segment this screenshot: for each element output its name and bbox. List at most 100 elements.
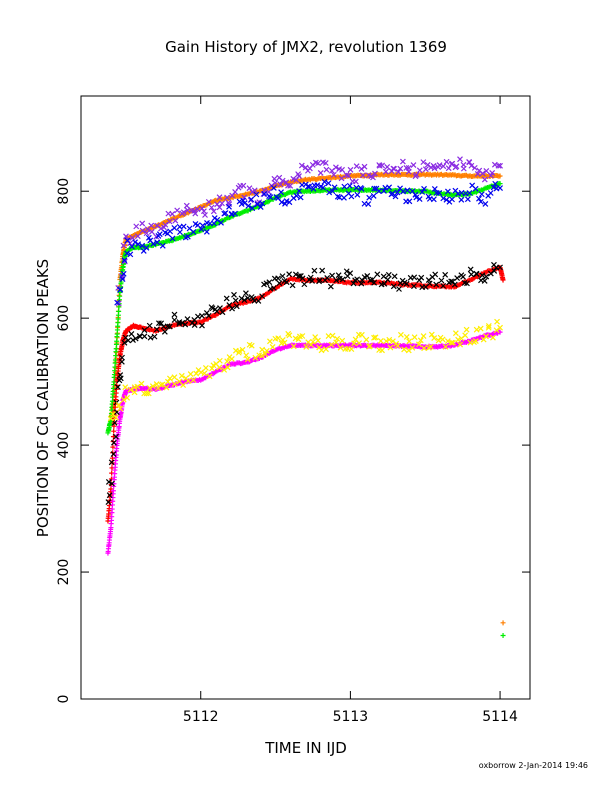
data-point <box>319 267 326 274</box>
data-point <box>270 285 277 291</box>
data-point <box>416 341 422 348</box>
data-point <box>371 185 378 192</box>
data-point <box>286 199 293 206</box>
data-point <box>275 335 282 342</box>
data-point <box>315 160 321 167</box>
data-point <box>411 334 418 341</box>
data-point <box>146 322 153 329</box>
data-point <box>210 208 217 215</box>
data-point <box>221 366 228 373</box>
series-5 <box>114 178 503 306</box>
data-point <box>285 182 291 189</box>
data-point <box>270 184 277 191</box>
data-point <box>296 173 302 180</box>
data-point <box>463 326 470 333</box>
data-point <box>119 274 126 280</box>
data-point <box>287 182 294 189</box>
data-point <box>177 229 183 236</box>
data-point <box>379 162 386 169</box>
data-point <box>440 163 447 170</box>
data-point <box>411 274 418 281</box>
data-point <box>216 204 223 211</box>
data-point <box>341 194 347 201</box>
data-point <box>202 365 209 371</box>
data-point <box>337 344 344 351</box>
data-point <box>107 415 114 422</box>
data-point <box>169 211 176 217</box>
data-point <box>382 168 389 175</box>
data-point <box>326 189 333 196</box>
data-point <box>182 321 189 328</box>
data-point <box>455 336 462 343</box>
data-point <box>202 212 208 218</box>
data-point <box>428 331 435 338</box>
data-point <box>243 352 250 359</box>
data-point <box>333 339 340 346</box>
data-point <box>154 222 161 229</box>
data-point <box>401 346 408 353</box>
data-point <box>134 383 141 390</box>
data-point <box>384 276 391 283</box>
data-point <box>311 267 318 274</box>
data-point <box>262 351 269 358</box>
y-tick-label: 600 <box>56 305 72 332</box>
data-point <box>110 488 116 494</box>
data-point <box>404 187 411 194</box>
data-point <box>399 158 406 165</box>
data-point <box>431 335 438 341</box>
data-point <box>400 188 407 195</box>
data-point <box>249 205 256 212</box>
data-point <box>128 243 135 250</box>
data-point <box>374 271 381 278</box>
data-point <box>483 168 490 174</box>
data-point <box>359 277 366 284</box>
data-point <box>361 163 368 170</box>
data-point <box>143 230 150 237</box>
data-point <box>258 352 265 359</box>
data-point <box>372 170 378 177</box>
data-point <box>217 305 223 311</box>
data-point <box>129 234 136 241</box>
data-point <box>169 235 176 242</box>
data-point <box>206 373 213 380</box>
data-point <box>403 333 410 340</box>
data-point <box>497 181 503 187</box>
data-point <box>363 336 370 343</box>
data-point <box>391 273 398 280</box>
data-point <box>339 276 346 283</box>
data-point <box>290 343 297 350</box>
data-point <box>275 275 282 282</box>
data-point <box>106 492 113 499</box>
data-point <box>364 273 371 279</box>
data-point <box>191 322 198 329</box>
data-point <box>323 166 330 173</box>
data-point <box>120 270 127 277</box>
data-point <box>219 309 226 316</box>
data-point <box>329 272 336 279</box>
data-point <box>386 184 393 191</box>
data-point <box>397 165 404 172</box>
data-point <box>359 172 366 179</box>
data-point <box>198 226 205 233</box>
data-point <box>323 346 329 353</box>
data-point <box>341 183 348 190</box>
data-point <box>397 331 404 338</box>
data-point <box>472 185 479 192</box>
data-point <box>135 241 142 248</box>
data-point <box>385 271 392 278</box>
data-point <box>436 162 443 168</box>
data-point <box>110 444 116 450</box>
data-point <box>303 344 310 350</box>
data-point <box>184 233 191 240</box>
data-point <box>119 276 126 282</box>
data-point <box>226 203 232 210</box>
data-point <box>112 414 119 421</box>
data-point <box>143 244 150 251</box>
data-point <box>108 459 115 466</box>
data-point <box>377 337 384 344</box>
data-point <box>371 279 378 286</box>
data-point <box>351 340 358 347</box>
data-point <box>310 338 316 345</box>
data-point <box>155 320 162 327</box>
data-point <box>205 312 212 319</box>
